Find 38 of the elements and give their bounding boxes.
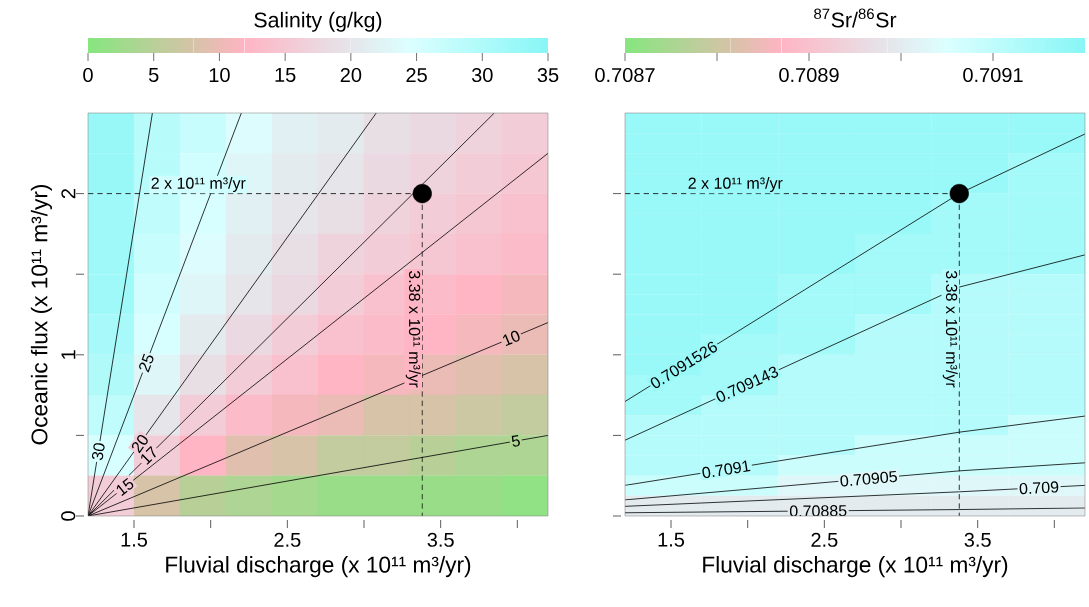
x-tick-label: 1.5 — [121, 532, 148, 547]
x-tick-label: 2.5 — [274, 532, 301, 547]
text: 30 — [91, 443, 105, 461]
x-axis-title: Fluvial discharge (x 10¹¹ m³/yr) — [703, 556, 1008, 578]
series-label: 0.709 — [1019, 481, 1059, 495]
text: 25 — [139, 353, 154, 373]
color-bar-label: 30 — [471, 67, 493, 83]
color-bar-label: 15 — [275, 67, 296, 82]
color-bar-label: 0.7091 — [963, 67, 1023, 83]
y-tick-label: 1 — [61, 350, 76, 359]
y-tick-label: 0 — [61, 511, 76, 521]
text: 5 — [511, 435, 520, 447]
x-tick-label: 3.5 — [964, 532, 991, 547]
color-bar-label: 25 — [406, 67, 427, 83]
color-bar-label: 35 — [537, 67, 559, 83]
color-bar-title: Salinity (g/kg) — [254, 11, 382, 32]
series-label: 0.70885 — [789, 505, 847, 517]
annotation: 3.38 x 10¹¹ m³/yr — [942, 270, 958, 388]
annotation: 2 x 10¹¹ m³/yr — [688, 177, 783, 192]
color-bar-title: $^{87}$Sr/$^{86}$Sr — [814, 8, 897, 28]
annotation: 2 x 10¹¹ m³/yr — [151, 177, 246, 192]
text: 0.7091 — [702, 460, 751, 479]
series-label: 0.70905 — [840, 470, 898, 487]
y-tick-label: 2 — [61, 189, 76, 199]
x-axis-title: Fluvial discharge (x 10¹¹ m³/yr) — [166, 556, 471, 578]
text: 15 — [116, 477, 134, 496]
color-bar-label: 0.7087 — [595, 67, 655, 83]
x-tick-label: 2.5 — [811, 532, 838, 547]
color-bar-label: 10 — [209, 67, 230, 83]
text: 10 — [502, 330, 520, 347]
y-axis-title: Oceanic flux (x 10¹¹ m³/yr) — [30, 184, 52, 445]
color-bar-label: 5 — [148, 67, 159, 82]
color-bar-label: 0.7089 — [779, 67, 839, 83]
color-bar-label: 20 — [340, 67, 362, 83]
annotation: 3.38 x 10¹¹ m³/yr — [405, 270, 421, 388]
x-tick-label: 1.5 — [658, 532, 685, 547]
color-bar-label: 0 — [83, 67, 93, 83]
x-tick-label: 3.5 — [427, 532, 454, 547]
